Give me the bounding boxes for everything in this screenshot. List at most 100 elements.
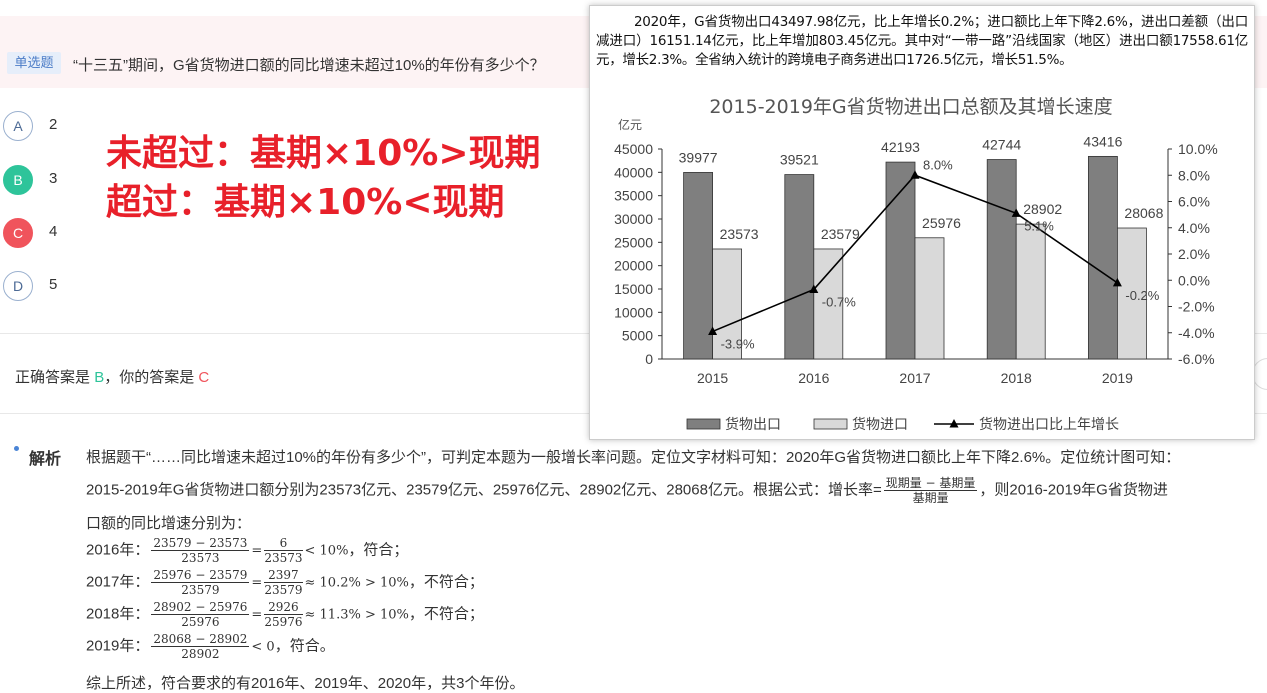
analysis-paragraph-2: 2015-2019年G省货物进口额分别为23573亿元、23579亿元、2597… bbox=[86, 476, 1168, 505]
analysis-paragraph-3: 口额的同比增速分别为： bbox=[86, 515, 252, 532]
analysis-bullet bbox=[14, 446, 19, 451]
formula-denominator: 基期量 bbox=[912, 491, 949, 505]
calc-row-2018: 2018年： 28902 − 25976 25976 = 2926 25976 ≈ 11.3… bbox=[86, 600, 484, 629]
y2-tick-label: 2.0% bbox=[1178, 246, 1210, 262]
calc-year: 2017年： bbox=[86, 573, 150, 591]
calc-numerator-2: 2926 bbox=[264, 600, 303, 615]
option-a-button[interactable]: A bbox=[3, 111, 33, 141]
y-tick-label: 45000 bbox=[614, 141, 653, 157]
calc-row-2019: 2019年： 28068 − 28902 28902 < 0，符合。 bbox=[86, 632, 335, 661]
x-tick-label: 2016 bbox=[798, 370, 829, 386]
bar-import bbox=[1015, 223, 1046, 360]
bar-import bbox=[1117, 227, 1147, 360]
growth-rate-formula: 现期量 − 基期量 基期量 bbox=[883, 476, 978, 505]
growth-label: -0.7% bbox=[822, 294, 856, 309]
x-tick-label: 2019 bbox=[1102, 370, 1133, 386]
calc-numerator: 28902 − 25976 bbox=[151, 600, 250, 615]
calc-fraction-2: 2926 25976 bbox=[264, 600, 303, 629]
growth-label: 8.0% bbox=[923, 157, 953, 172]
x-tick-label: 2018 bbox=[1001, 370, 1032, 386]
y-tick-label: 35000 bbox=[614, 188, 653, 204]
bar-export-label: 39977 bbox=[679, 149, 718, 165]
calc-denominator: 28902 bbox=[181, 647, 220, 661]
growth-point bbox=[708, 326, 718, 335]
formula-numerator: 现期量 − 基期量 bbox=[883, 476, 978, 491]
calc-verdict: ，符合。 bbox=[274, 637, 335, 655]
calc-denominator: 23579 bbox=[181, 583, 220, 597]
calc-row-2017: 2017年： 25976 − 23579 23579 = 2397 23579 ≈ 10.2… bbox=[86, 568, 484, 597]
calc-denominator: 25976 bbox=[181, 615, 220, 629]
legend-growth-label: 货物进出口比上年增长 bbox=[979, 416, 1119, 433]
option-d-button[interactable]: D bbox=[3, 271, 33, 301]
option-b-value: 3 bbox=[49, 170, 58, 187]
option-b-button[interactable]: B bbox=[3, 165, 33, 195]
bar-import-label: 28068 bbox=[1124, 205, 1163, 221]
option-a-value: 2 bbox=[49, 116, 58, 133]
growth-point bbox=[809, 284, 819, 293]
analysis-p2-text: 2015-2019年G省货物进口额分别为23573亿元、23579亿元、2597… bbox=[86, 481, 882, 499]
calc-denominator: 23573 bbox=[181, 551, 220, 565]
y-tick-label: 30000 bbox=[614, 211, 653, 227]
option-d-value: 5 bbox=[49, 276, 58, 293]
legend-import-label: 货物进口 bbox=[852, 416, 908, 433]
calc-numerator: 23579 − 23573 bbox=[151, 536, 250, 551]
analysis-conclusion: 综上所述，符合要求的有2016年、2019年、2020年，共3个年份。 bbox=[86, 675, 525, 692]
calc-year: 2016年： bbox=[86, 541, 150, 559]
material-text: 2020年，G省货物出口43497.98亿元，比上年增长0.2%；进口额比上年下… bbox=[596, 14, 1248, 68]
bar-import-label: 25976 bbox=[922, 215, 961, 231]
option-c-button[interactable]: C bbox=[3, 218, 33, 248]
calc-result: ≈ 10.2% > 10% bbox=[304, 575, 409, 591]
your-answer: C bbox=[198, 369, 210, 386]
material-panel: 2020年，G省货物出口43497.98亿元，比上年增长0.2%；进口额比上年下… bbox=[589, 5, 1255, 440]
bar-import-label: 23573 bbox=[720, 226, 759, 242]
bar-export bbox=[1087, 155, 1118, 360]
x-tick-label: 2015 bbox=[697, 370, 728, 386]
y-axis-unit: 亿元 bbox=[618, 117, 642, 132]
y2-tick-label: 4.0% bbox=[1178, 220, 1210, 236]
option-c-value: 4 bbox=[49, 223, 58, 240]
growth-label: -0.2% bbox=[1125, 288, 1159, 303]
bar-export-label: 42744 bbox=[982, 137, 1021, 153]
bar-import-label: 23579 bbox=[821, 226, 860, 242]
annotation-line-1: 未超过：基期×10%>现期 bbox=[106, 133, 541, 174]
chart-title: 2015-2019年G省货物进出口总额及其增长速度 bbox=[709, 96, 1112, 118]
growth-label: 5.1% bbox=[1024, 218, 1054, 233]
y-tick-label: 20000 bbox=[614, 258, 653, 274]
y2-tick-label: 6.0% bbox=[1178, 194, 1210, 210]
calc-numerator-2: 6 bbox=[264, 536, 303, 551]
calc-numerator-2: 2397 bbox=[264, 568, 303, 583]
question-type-tag: 单选题 bbox=[7, 52, 61, 74]
bar-export bbox=[986, 159, 1017, 360]
calc-fraction: 28068 − 28902 28902 bbox=[151, 632, 250, 661]
bar-export-label: 43416 bbox=[1083, 133, 1122, 149]
calc-denominator-2: 23579 bbox=[264, 583, 303, 597]
legend-export-swatch bbox=[686, 418, 721, 430]
y2-tick-label: -4.0% bbox=[1178, 325, 1215, 341]
legend-import-swatch bbox=[813, 418, 848, 430]
growth-point bbox=[910, 170, 920, 179]
calc-result: < 0 bbox=[251, 639, 275, 655]
calc-fraction: 28902 − 25976 25976 bbox=[151, 600, 250, 629]
analysis-title: 解析 bbox=[29, 451, 62, 468]
answer-line: 正确答案是 B，你的答案是 C bbox=[15, 366, 209, 387]
bar-export-label: 42193 bbox=[881, 139, 920, 155]
y-tick-label: 40000 bbox=[614, 164, 653, 180]
calc-result: ≈ 11.3% > 10% bbox=[304, 607, 409, 623]
calc-numerator: 25976 − 23579 bbox=[151, 568, 250, 583]
bar-import bbox=[914, 237, 945, 360]
calc-denominator-2: 25976 bbox=[264, 615, 303, 629]
bar-import bbox=[813, 248, 844, 360]
y-tick-label: 5000 bbox=[622, 328, 653, 344]
y-tick-label: 10000 bbox=[614, 304, 653, 320]
x-tick-label: 2017 bbox=[899, 370, 930, 386]
calc-result: < 10% bbox=[304, 543, 349, 559]
calc-denominator-2: 23573 bbox=[264, 551, 303, 565]
y2-tick-label: -6.0% bbox=[1178, 351, 1215, 367]
calc-verdict: ，不符合； bbox=[408, 573, 484, 591]
calc-year: 2019年： bbox=[86, 637, 150, 655]
y2-tick-label: 8.0% bbox=[1178, 167, 1210, 183]
calc-verdict: ，符合； bbox=[348, 541, 409, 559]
calc-fraction: 25976 − 23579 23579 bbox=[151, 568, 250, 597]
analysis-p2-tail: ，则2016-2019年G省货物进 bbox=[979, 481, 1168, 499]
